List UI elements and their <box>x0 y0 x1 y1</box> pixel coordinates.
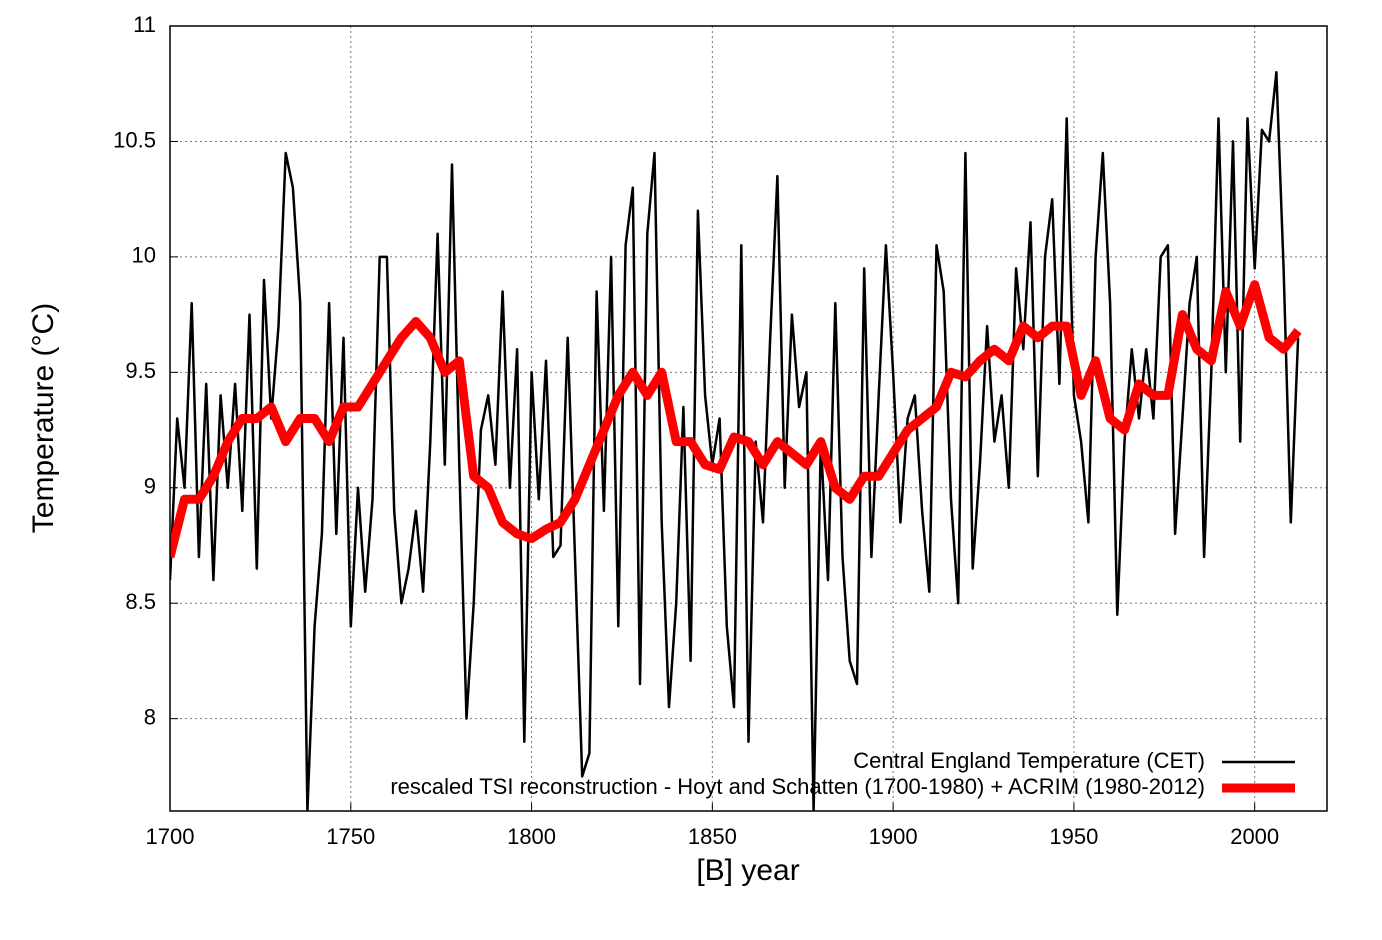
series-line <box>170 70 1300 811</box>
y-axis-label: Temperature (°C) <box>27 303 60 533</box>
x-tick-label: 1850 <box>688 824 737 849</box>
legend-label: Central England Temperature (CET) <box>853 748 1205 773</box>
series-line <box>170 280 1302 559</box>
x-tick-label: 1800 <box>507 824 556 849</box>
x-tick-label: 1750 <box>326 824 375 849</box>
y-tick-label: 11 <box>133 12 156 37</box>
y-tick-label: 10.5 <box>113 127 156 152</box>
plot-frame <box>169 25 1328 812</box>
y-tick-label: 9.5 <box>125 358 156 383</box>
y-tick-label: 9 <box>144 474 156 499</box>
y-tick-label: 8 <box>144 704 156 729</box>
x-tick-label: 1950 <box>1049 824 1098 849</box>
x-tick-label: 2000 <box>1230 824 1279 849</box>
legend-label: rescaled TSI reconstruction - Hoyt and S… <box>390 774 1205 799</box>
x-tick-label: 1700 <box>146 824 195 849</box>
x-axis-label: [B] year <box>696 854 799 887</box>
plot-lines <box>170 70 1302 811</box>
y-tick-label: 8.5 <box>125 589 156 614</box>
y-tick-label: 10 <box>132 243 156 268</box>
x-tick-label: 1900 <box>869 824 918 849</box>
